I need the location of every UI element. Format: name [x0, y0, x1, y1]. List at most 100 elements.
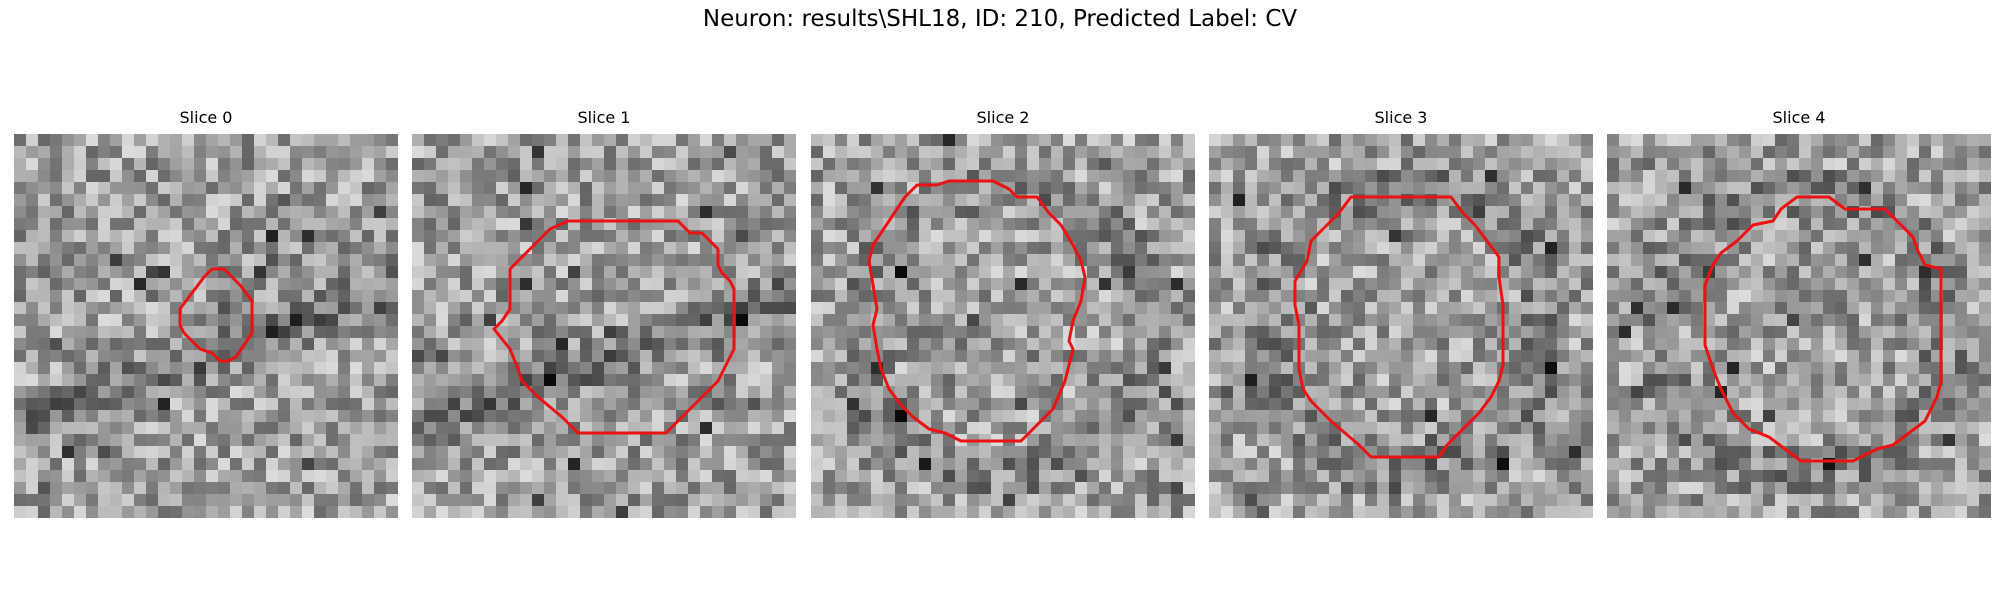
pixel — [122, 410, 135, 423]
pixel — [772, 398, 785, 411]
pixel — [919, 506, 932, 518]
pixel — [1521, 194, 1534, 207]
pixel — [652, 290, 665, 303]
pixel — [98, 410, 111, 423]
pixel — [278, 302, 291, 315]
pixel — [1087, 134, 1100, 147]
pixel — [1377, 434, 1390, 447]
pixel — [50, 254, 63, 267]
pixel — [362, 410, 375, 423]
pixel — [871, 458, 884, 471]
pixel — [835, 170, 848, 183]
pixel — [86, 314, 99, 327]
pixel — [1365, 374, 1378, 387]
pixel — [110, 374, 123, 387]
pixel — [206, 218, 219, 231]
pixel — [736, 278, 749, 291]
pixel — [784, 206, 796, 219]
pixel — [314, 410, 327, 423]
pixel — [823, 170, 836, 183]
pixel — [520, 494, 533, 507]
pixel — [290, 206, 303, 219]
pixel — [1883, 218, 1896, 231]
pixel — [1799, 446, 1812, 459]
pixel — [98, 218, 111, 231]
pixel — [1293, 446, 1306, 459]
pixel — [859, 494, 872, 507]
pixel — [350, 422, 363, 435]
pixel — [1449, 302, 1462, 315]
pixel — [1581, 182, 1593, 195]
pixel — [616, 254, 629, 267]
pixel — [14, 170, 27, 183]
pixel — [1835, 290, 1848, 303]
pixel — [580, 410, 593, 423]
pixel — [835, 482, 848, 495]
pixel — [568, 302, 581, 315]
pixel — [1955, 242, 1968, 255]
pixel — [158, 506, 171, 518]
pixel — [1269, 302, 1282, 315]
pixel — [1473, 338, 1486, 351]
pixel — [1159, 182, 1172, 195]
pixel — [520, 506, 533, 518]
pixel — [991, 242, 1004, 255]
pixel — [1353, 422, 1366, 435]
pixel — [1293, 206, 1306, 219]
pixel — [134, 446, 147, 459]
pixel — [1015, 470, 1028, 483]
pixel — [1859, 386, 1872, 399]
pixel — [748, 158, 761, 171]
pixel — [1233, 146, 1246, 159]
pixel — [362, 170, 375, 183]
pixel — [194, 290, 207, 303]
pixel — [1919, 206, 1932, 219]
pixel — [1087, 410, 1100, 423]
pixel — [74, 206, 87, 219]
pixel — [532, 218, 545, 231]
pixel — [1087, 278, 1100, 291]
pixel — [1943, 134, 1956, 147]
pixel — [230, 362, 243, 375]
pixel — [1269, 146, 1282, 159]
pixel — [460, 230, 473, 243]
pixel — [847, 446, 860, 459]
pixel — [1847, 314, 1860, 327]
pixel — [919, 386, 932, 399]
pixel — [374, 242, 387, 255]
pixel — [1643, 410, 1656, 423]
pixel — [14, 386, 27, 399]
pixel — [1233, 170, 1246, 183]
pixel — [1787, 302, 1800, 315]
pixel — [835, 422, 848, 435]
pixel — [302, 410, 315, 423]
pixel — [38, 362, 51, 375]
pixel — [158, 242, 171, 255]
pixel — [1209, 242, 1222, 255]
pixel — [472, 302, 485, 315]
pixel — [1341, 362, 1354, 375]
pixel — [1087, 290, 1100, 303]
pixel — [460, 362, 473, 375]
pixel — [326, 206, 339, 219]
pixel — [811, 338, 824, 351]
pixel — [700, 470, 713, 483]
pixel — [1003, 458, 1016, 471]
pixel — [1221, 194, 1234, 207]
pixel — [1329, 422, 1342, 435]
pixel — [1775, 170, 1788, 183]
pixel — [1521, 158, 1534, 171]
pixel — [1123, 170, 1136, 183]
pixel — [1485, 290, 1498, 303]
pixel — [74, 314, 87, 327]
pixel — [712, 230, 725, 243]
pixel — [1281, 266, 1294, 279]
pixel — [302, 278, 315, 291]
pixel — [1147, 422, 1160, 435]
pixel — [1655, 374, 1668, 387]
pixel — [568, 182, 581, 195]
pixel — [1099, 422, 1112, 435]
pixel — [1389, 506, 1402, 518]
pixel — [242, 230, 255, 243]
pixel — [895, 230, 908, 243]
